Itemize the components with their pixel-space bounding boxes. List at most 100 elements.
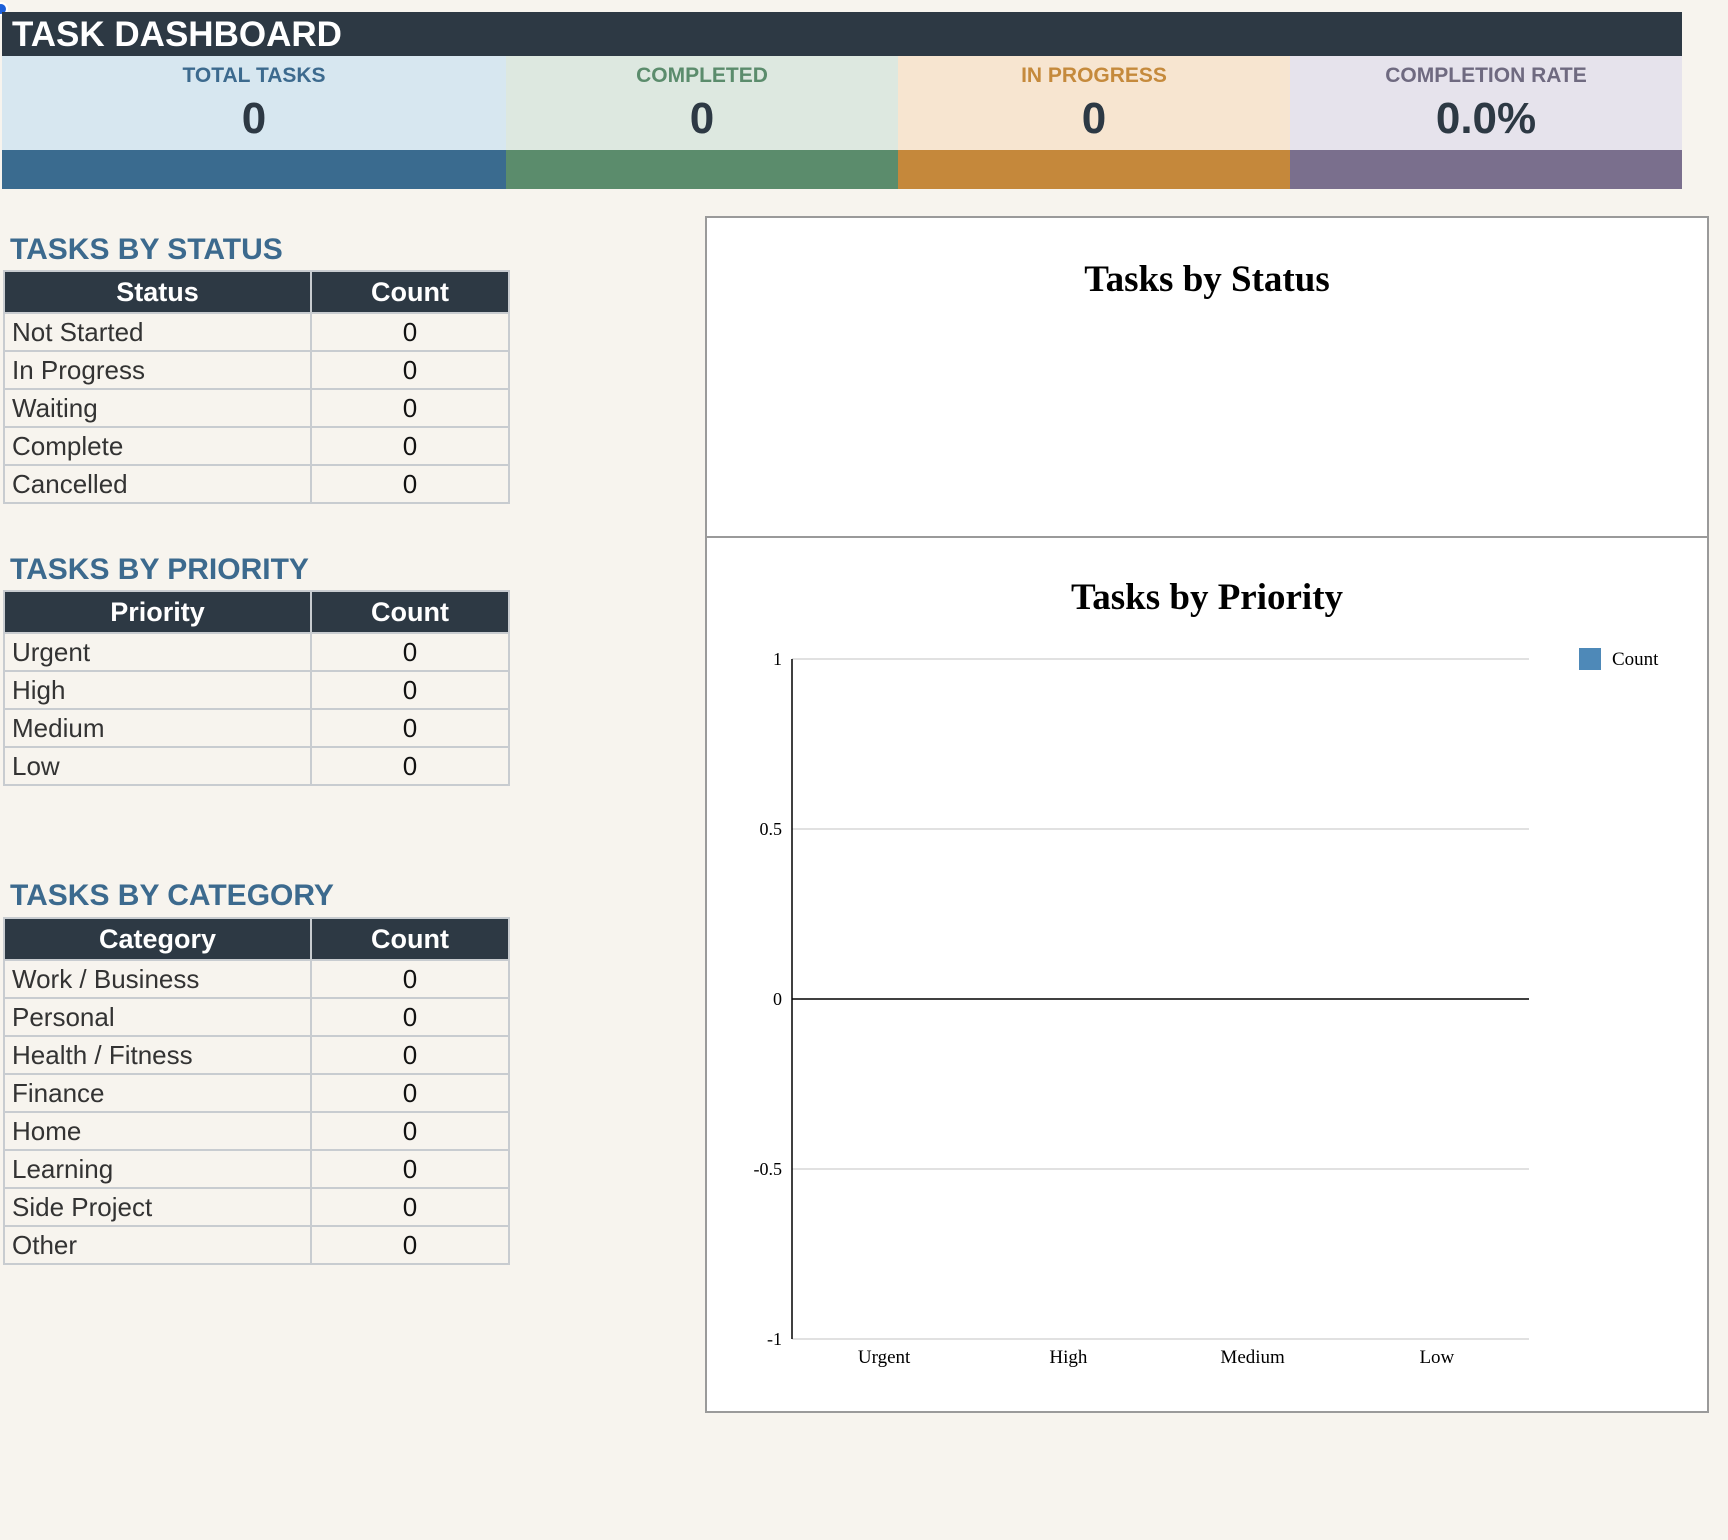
kpi-header: COMPLETED 0 [506, 56, 898, 150]
kpi-value: 0.0% [1435, 94, 1537, 143]
cell-count[interactable]: 0 [310, 426, 510, 466]
table-header-row: Status Count [3, 270, 510, 314]
kpi-color-bar [2, 150, 506, 189]
table-row: Complete 0 [3, 426, 510, 466]
table-row: High 0 [3, 670, 510, 710]
status-chart[interactable]: Tasks by Status [705, 216, 1709, 538]
cell-count[interactable]: 0 [310, 746, 510, 786]
section-title-priority: TASKS BY PRIORITY [10, 553, 309, 586]
category-table: Category Count Work / Business 0 Personal… [3, 917, 510, 1265]
kpi-label: COMPLETION RATE [1385, 64, 1587, 87]
table-row: Personal 0 [3, 997, 510, 1037]
table-row: Not Started 0 [3, 312, 510, 352]
cell-category[interactable]: Work / Business [3, 959, 312, 999]
cell-status[interactable]: Waiting [3, 388, 312, 428]
y-tick-label: -0.5 [754, 1159, 783, 1179]
priority-table: Priority Count Urgent 0 High 0 Medium 0 Low… [3, 590, 510, 786]
table-row: Home 0 [3, 1111, 510, 1151]
table-row: Side Project 0 [3, 1187, 510, 1227]
table-row: Other 0 [3, 1225, 510, 1265]
column-header-count: Count [310, 590, 510, 634]
kpi-label: COMPLETED [636, 64, 768, 87]
legend-label: Count [1612, 649, 1659, 670]
cell-priority[interactable]: Urgent [3, 632, 312, 672]
cell-priority[interactable]: Medium [3, 708, 312, 748]
table-header-row: Category Count [3, 917, 510, 961]
cell-category[interactable]: Personal [3, 997, 312, 1037]
cell-category[interactable]: Learning [3, 1149, 312, 1189]
cell-count[interactable]: 0 [310, 1035, 510, 1075]
x-tick-label: Medium [1220, 1347, 1285, 1368]
cell-count[interactable]: 0 [310, 632, 510, 672]
column-header-priority: Priority [3, 590, 312, 634]
y-tick-label: 0 [773, 989, 782, 1009]
cell-count[interactable]: 0 [310, 388, 510, 428]
legend-swatch [1579, 648, 1601, 670]
cell-count[interactable]: 0 [310, 670, 510, 710]
cell-count[interactable]: 0 [310, 708, 510, 748]
cell-count[interactable]: 0 [310, 997, 510, 1037]
status-chart-title: Tasks by Status [1084, 259, 1330, 300]
y-tick-label: 1 [773, 649, 782, 669]
cell-priority[interactable]: High [3, 670, 312, 710]
priority-chart[interactable]: Tasks by Priority 1 0.5 0 -0.5 -1 Urgent High M… [705, 536, 1709, 1413]
kpi-completion-rate: COMPLETION RATE 0.0% [1290, 56, 1682, 189]
kpi-completed: COMPLETED 0 [506, 56, 898, 189]
section-title-category: TASKS BY CATEGORY [10, 879, 334, 912]
section-title-status: TASKS BY STATUS [10, 233, 283, 266]
status-table: Status Count Not Started 0 In Progress 0 W… [3, 270, 510, 504]
table-row: Medium 0 [3, 708, 510, 748]
cell-count[interactable]: 0 [310, 464, 510, 504]
table-row: Learning 0 [3, 1149, 510, 1189]
cell-status[interactable]: Not Started [3, 312, 312, 352]
cell-category[interactable]: Home [3, 1111, 312, 1151]
cell-count[interactable]: 0 [310, 1111, 510, 1151]
table-row: Finance 0 [3, 1073, 510, 1113]
table-row: Urgent 0 [3, 632, 510, 672]
kpi-value: 0 [241, 94, 267, 143]
kpi-label: IN PROGRESS [1021, 64, 1167, 87]
kpi-label: TOTAL TASKS [182, 64, 326, 87]
cell-count[interactable]: 0 [310, 1073, 510, 1113]
kpi-color-bar [506, 150, 898, 189]
cell-count[interactable]: 0 [310, 1187, 510, 1227]
x-tick-label: Low [1419, 1347, 1454, 1368]
kpi-value: 0 [689, 94, 715, 143]
column-header-count: Count [310, 270, 510, 314]
cell-category[interactable]: Health / Fitness [3, 1035, 312, 1075]
table-row: Health / Fitness 0 [3, 1035, 510, 1075]
table-row: In Progress 0 [3, 350, 510, 390]
cell-status[interactable]: Complete [3, 426, 312, 466]
x-tick-label: Urgent [858, 1347, 911, 1368]
cell-count[interactable]: 0 [310, 1149, 510, 1189]
table-row: Work / Business 0 [3, 959, 510, 999]
cell-count[interactable]: 0 [310, 959, 510, 999]
x-tick-label: High [1049, 1347, 1088, 1368]
column-header-count: Count [310, 917, 510, 961]
cell-status[interactable]: In Progress [3, 350, 312, 390]
column-header-status: Status [3, 270, 312, 314]
cell-priority[interactable]: Low [3, 746, 312, 786]
table-row: Low 0 [3, 746, 510, 786]
kpi-in-progress: IN PROGRESS 0 [898, 56, 1290, 189]
kpi-color-bar [1290, 150, 1682, 189]
cell-count[interactable]: 0 [310, 1225, 510, 1265]
kpi-total-tasks: TOTAL TASKS 0 [2, 56, 506, 189]
priority-chart-plot: 1 0.5 0 -0.5 -1 Urgent High Medium Low Count [754, 648, 1659, 1368]
column-header-category: Category [3, 917, 312, 961]
cell-category[interactable]: Side Project [3, 1187, 312, 1227]
cell-count[interactable]: 0 [310, 350, 510, 390]
y-tick-label: -1 [767, 1329, 782, 1349]
y-tick-label: 0.5 [760, 819, 783, 839]
table-header-row: Priority Count [3, 590, 510, 634]
cell-category[interactable]: Finance [3, 1073, 312, 1113]
cell-count[interactable]: 0 [310, 312, 510, 352]
priority-chart-title: Tasks by Priority [1070, 577, 1344, 618]
cell-status[interactable]: Cancelled [3, 464, 312, 504]
kpi-header: TOTAL TASKS 0 [2, 56, 506, 150]
kpi-header: COMPLETION RATE 0.0% [1290, 56, 1682, 150]
kpi-header: IN PROGRESS 0 [898, 56, 1290, 150]
cell-category[interactable]: Other [3, 1225, 312, 1265]
dashboard-title: TASK DASHBOARD [2, 12, 1682, 56]
kpi-color-bar [898, 150, 1290, 189]
